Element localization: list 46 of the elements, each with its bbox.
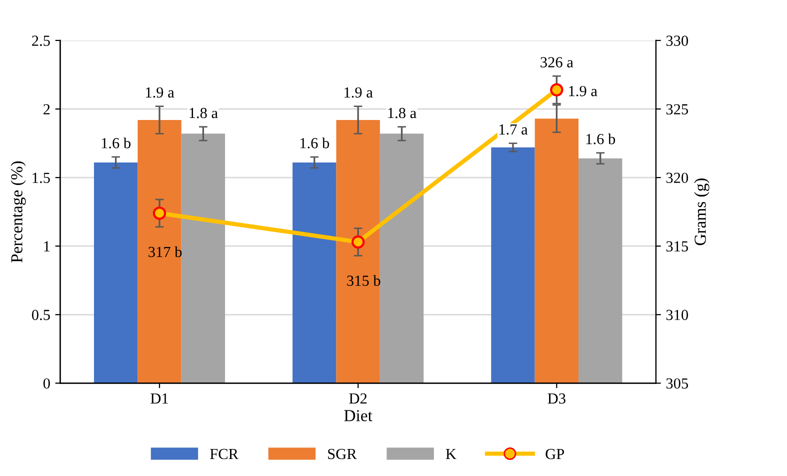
legend-label: FCR <box>210 448 238 460</box>
y-tick-label: 0 <box>43 378 50 389</box>
data-label: 1.9 a <box>146 87 174 98</box>
y2-tick-label: 330 <box>666 36 688 46</box>
data-label: 326 a <box>540 57 574 68</box>
legend-label: GP <box>546 448 564 460</box>
data-label: 1.9 a <box>344 87 373 98</box>
bar <box>534 118 579 384</box>
x-tick-label: D3 <box>548 393 566 404</box>
data-label: 1.6 b <box>300 138 330 148</box>
bar <box>578 158 622 384</box>
x-tick-label: D1 <box>150 393 168 404</box>
bar <box>292 162 336 384</box>
y2-tick-label: 325 <box>666 104 688 114</box>
data-label: 1.6 b <box>586 133 616 144</box>
data-label: 317 b <box>148 246 182 258</box>
x-tick-label: D2 <box>349 393 367 404</box>
bar <box>181 134 226 384</box>
y-tick-label: 2 <box>44 104 50 114</box>
point <box>152 206 166 220</box>
data-label: 1.8 a <box>388 108 416 118</box>
y-tick-label: 0.5 <box>32 310 50 320</box>
point <box>550 83 564 96</box>
bar <box>94 162 138 384</box>
legend-label: K <box>446 448 456 459</box>
y2-tick-label: 315 <box>666 241 688 252</box>
y-tick-label: 2.5 <box>32 36 50 46</box>
bar <box>336 120 380 384</box>
data-label: 315 b <box>347 275 380 286</box>
bar <box>491 147 535 384</box>
y-tick-label: 1.5 <box>32 172 50 184</box>
y2-axis-title: Grams (g) <box>694 178 710 246</box>
legend-label: SGR <box>328 448 357 460</box>
point <box>351 235 365 249</box>
y-tick-label: 1 <box>44 241 50 252</box>
data-label: 1.7 a <box>499 124 528 135</box>
data-label: 1.6 b <box>102 138 131 148</box>
x-axis-title: Diet <box>344 410 372 422</box>
y2-tick-label: 305 <box>666 378 688 389</box>
data-label: 1.9 a <box>569 86 598 96</box>
y2-tick-label: 310 <box>666 310 688 320</box>
data-label: 1.8 a <box>190 108 218 118</box>
bar <box>380 134 424 384</box>
bar <box>138 120 182 384</box>
y2-tick-label: 320 <box>666 172 688 183</box>
y-axis-title: Percentage (%) <box>10 161 26 262</box>
